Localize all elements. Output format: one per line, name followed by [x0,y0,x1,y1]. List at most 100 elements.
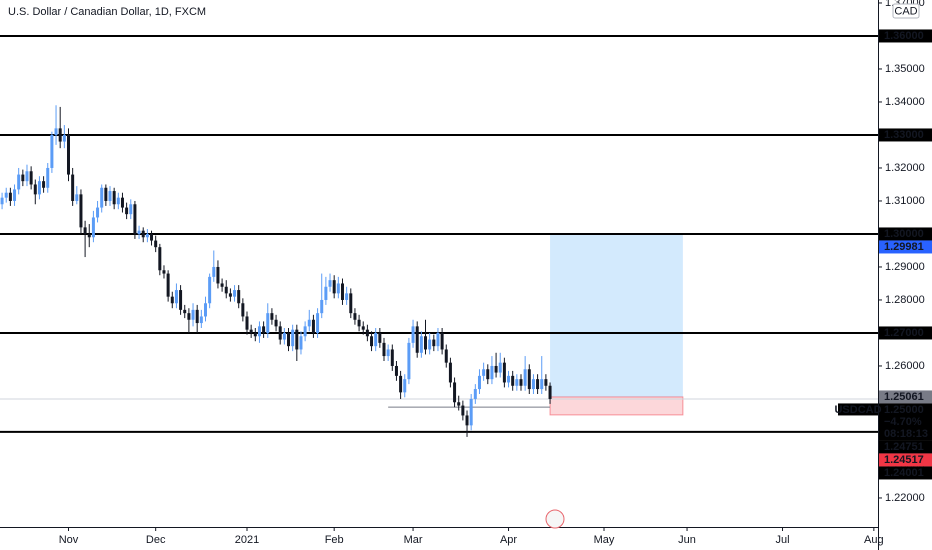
candle-body [62,134,66,142]
candle-body [158,247,162,271]
price-label: 1.24517 [884,454,924,466]
candle-body [303,326,307,337]
symbol-box [838,403,878,416]
candle-body [112,191,116,205]
candle-body [17,174,21,190]
price-label: 1.24001 [884,467,924,479]
candle-body [33,184,37,195]
x-tick-label: Nov [59,534,79,546]
price-label: 1.24751 [884,441,924,453]
x-tick-label: May [594,534,615,546]
candle-body [191,309,195,320]
y-tick-label: 1.35000 [885,63,925,75]
candle-body [311,319,315,333]
candle-body [37,181,41,195]
candle-body [295,329,299,350]
candle-body [502,362,506,383]
y-tick-label: 1.31000 [885,195,925,207]
candle-body [324,286,328,300]
candle-body [299,336,303,350]
price-label: 1.29981 [884,241,924,253]
candle-body [141,230,145,238]
candle-body [270,313,274,320]
candle-body [150,233,154,241]
candle-body [374,332,378,347]
candle-body [494,365,498,373]
stop-zone [549,396,684,416]
candle-body [440,332,444,350]
candle-body [162,270,166,274]
candle-body [461,405,465,416]
candle-body [507,375,511,383]
y-tick-label: 1.32000 [885,162,925,174]
candle-body [116,197,120,205]
candle-body [170,296,174,304]
candle-body [465,415,469,426]
candle-body [482,369,486,376]
x-tick-label: Dec [146,534,166,546]
candle-body [498,362,502,373]
candle-body [58,128,62,142]
time-axis-bg [0,527,878,550]
candle-body [361,326,365,330]
symbol-label: USDCAD [834,404,881,416]
candle-body [386,349,390,357]
candle-body [208,276,212,304]
candle-body [125,207,129,215]
candle-body [266,313,270,333]
candle-body [548,385,552,399]
candle-body [241,303,245,317]
candle-body [21,174,25,182]
candle-body [145,233,149,238]
price-label-box [879,128,932,142]
x-tick-label: Mar [404,534,423,546]
candle-body [228,293,232,297]
y-tick-label: 1.29000 [885,261,925,273]
y-tick-label: 1.26000 [885,360,925,372]
candle-body [332,280,336,294]
candle-body [544,379,548,386]
candle-body [531,379,535,390]
candle-body [519,379,523,386]
candle-body [540,379,544,390]
candle-body [13,189,17,201]
candle-body [390,349,394,366]
candle-body [100,187,104,208]
price-label-box [879,403,932,441]
candle-body [432,339,436,347]
candle-body [357,319,361,327]
price-label: 1.30000 [884,228,924,240]
candle-body [527,369,531,390]
x-tick-label: Jul [775,534,789,546]
candle-body [29,171,33,185]
price-label-box [879,240,932,254]
candle-body [274,319,278,327]
x-tick-label: Jun [678,534,696,546]
candle-body [91,217,95,238]
candle-body [307,319,311,327]
candle-body [216,266,220,284]
candle-body [129,204,133,215]
candle-body [316,313,320,333]
candle-body [249,329,253,333]
candle-body [469,398,473,426]
candle-body [473,389,477,399]
candle-body [511,375,515,386]
price-label: −4.70% [884,416,922,428]
candle-body [104,187,108,201]
candle-body [133,204,137,234]
price-label: 08:18:13 [884,428,928,440]
candle-body [399,375,403,393]
candle-body [515,379,519,386]
x-tick-label: Feb [325,534,344,546]
candle-body [237,290,241,304]
candle-body [87,233,91,238]
price-label-box [879,453,932,467]
candle-body [282,332,286,340]
candle-body [453,382,457,403]
candle-body [382,342,386,357]
candle-body [0,197,4,205]
candle-body [340,283,344,300]
candle-body [415,326,419,353]
price-label-box [879,29,932,43]
